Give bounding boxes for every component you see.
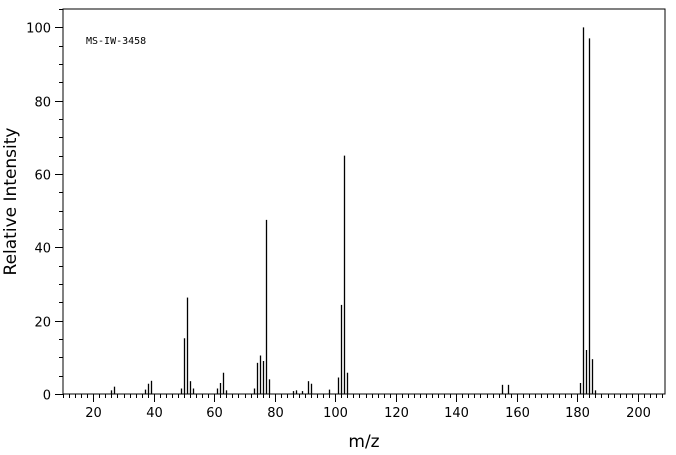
spectrum-id-annotation: MS-IW-3458 <box>86 36 146 47</box>
x-axis-label: m/z <box>348 432 379 452</box>
peak-bars <box>110 27 597 394</box>
y-tick-label: 80 <box>34 96 51 111</box>
x-tick-label: 80 <box>267 406 284 421</box>
x-tick-label: 180 <box>565 406 590 421</box>
tick-labels: 20 40 60 80 100 120 140 160 180 200 0 20 40 60 80 100 <box>26 22 651 422</box>
x-tick-label: 120 <box>384 406 409 421</box>
x-tick-label: 60 <box>206 406 223 421</box>
y-tick-label: 0 <box>43 389 51 404</box>
x-tick-label: 100 <box>323 406 348 421</box>
y-tick-label: 20 <box>34 316 51 331</box>
plot-area-frame <box>62 8 666 395</box>
y-tick-label: 100 <box>26 22 51 37</box>
y-tick-label: 40 <box>34 242 51 257</box>
x-tick-label: 140 <box>444 406 469 421</box>
y-axis-label: Relative Intensity <box>1 128 21 276</box>
x-tick-label: 200 <box>626 406 651 421</box>
x-tick-label: 20 <box>85 406 102 421</box>
y-tick-label: 60 <box>34 169 51 184</box>
x-tick-label: 160 <box>505 406 530 421</box>
axis-ticks <box>55 9 663 402</box>
x-tick-label: 40 <box>146 406 163 421</box>
